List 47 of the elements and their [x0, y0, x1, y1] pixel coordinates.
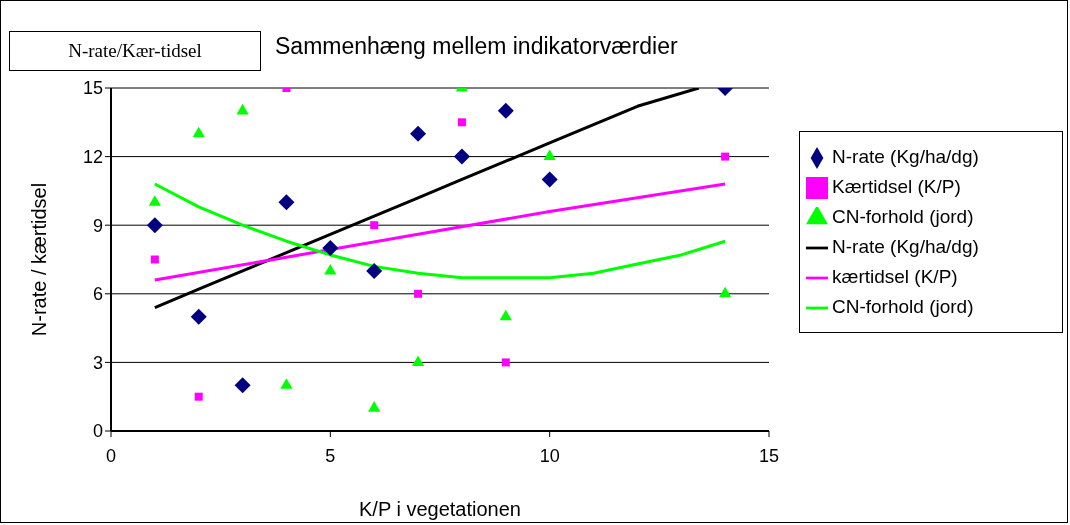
point — [543, 149, 556, 161]
chart-title: Sammenhæng mellem indikatorværdier — [275, 33, 678, 60]
point — [236, 103, 249, 115]
x-tick-label: 5 — [325, 445, 336, 466]
y-tick-label: 0 — [92, 421, 103, 442]
point — [190, 308, 207, 325]
point — [322, 240, 339, 257]
point — [194, 392, 203, 401]
x-tick-label: 10 — [539, 445, 560, 466]
point — [411, 355, 425, 366]
point — [150, 255, 159, 264]
point — [410, 125, 427, 142]
legend-label: N-rate (Kg/ha/dg) — [832, 236, 979, 257]
point — [148, 195, 161, 206]
point — [368, 401, 381, 412]
point — [721, 152, 730, 161]
point — [278, 194, 295, 211]
legend-label: kærtidsel (K/P) — [832, 266, 958, 287]
point — [457, 118, 466, 127]
point — [541, 171, 558, 188]
point — [366, 262, 383, 279]
point — [499, 309, 512, 321]
point — [719, 286, 732, 298]
legend-label: CN-forhold (jord) — [832, 206, 974, 227]
point — [234, 377, 251, 394]
text: N-rate/Kær-tidsel — [9, 31, 261, 71]
point — [453, 148, 470, 165]
y-tick-label: 9 — [92, 215, 103, 236]
legend-label: N-rate (Kg/ha/dg) — [832, 146, 979, 167]
x-tick-label: 15 — [758, 445, 780, 466]
y-tick-label: 15 — [82, 78, 103, 99]
y-axis-title: N-rate / kærtidsel — [28, 182, 51, 337]
point — [146, 217, 163, 234]
point — [192, 126, 205, 138]
y-tick-label: 6 — [92, 284, 103, 305]
legend-label: Kærtidsel (K/P) — [832, 176, 961, 197]
point — [414, 289, 423, 298]
x-axis-title: K/P i vegetationen — [359, 498, 521, 520]
point — [370, 221, 379, 230]
x-tick-label: 0 — [105, 445, 117, 466]
point — [501, 358, 510, 367]
y-tick-label: 12 — [82, 146, 103, 167]
point — [280, 378, 293, 389]
y-tick-label: 3 — [92, 352, 103, 373]
point — [324, 263, 337, 275]
point — [497, 102, 514, 119]
legend-label: CN-forhold (jord) — [832, 296, 974, 317]
